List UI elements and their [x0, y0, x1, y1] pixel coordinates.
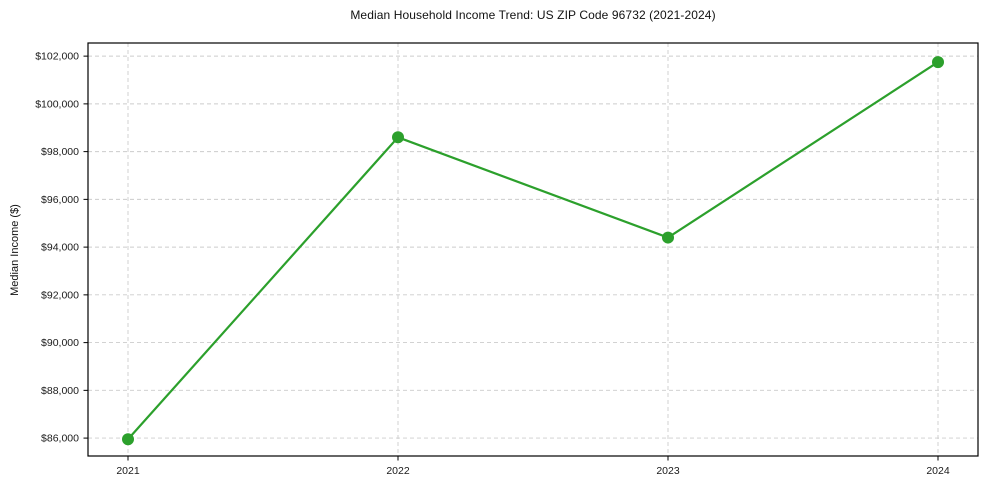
y-axis-label: Median Income ($) — [9, 204, 21, 296]
y-tick-label: $92,000 — [41, 289, 79, 301]
y-tick-label: $88,000 — [41, 385, 79, 397]
y-tick-label: $90,000 — [41, 337, 79, 349]
chart-title: Median Household Income Trend: US ZIP Co… — [350, 8, 716, 22]
y-tick-label: $96,000 — [41, 194, 79, 206]
trend-line — [126, 60, 940, 441]
data-point-2024 — [932, 56, 944, 69]
x-tick-label: 2021 — [116, 465, 140, 477]
y-tick-label: $102,000 — [35, 51, 79, 63]
plot-border — [87, 42, 979, 457]
data-point-2021 — [122, 433, 134, 446]
y-tick-label: $86,000 — [41, 433, 79, 445]
data-point-2022 — [392, 131, 404, 144]
x-tick-label: 2024 — [926, 465, 950, 477]
y-tick-label: $100,000 — [35, 98, 79, 110]
x-tick-label: 2023 — [656, 465, 680, 477]
y-tick-label: $98,000 — [41, 146, 79, 158]
x-tick-label: 2022 — [386, 465, 410, 477]
data-point-2023 — [662, 231, 674, 244]
y-tick-label: $94,000 — [41, 242, 79, 254]
